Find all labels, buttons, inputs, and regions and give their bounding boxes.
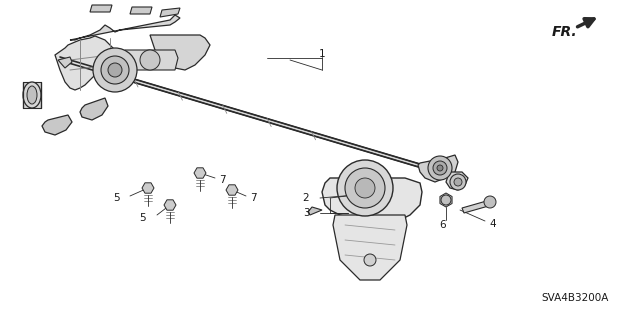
Polygon shape (150, 35, 210, 70)
Polygon shape (462, 200, 492, 213)
Circle shape (454, 178, 462, 186)
Text: FR.: FR. (552, 25, 578, 39)
Polygon shape (70, 15, 180, 40)
Circle shape (441, 195, 451, 205)
Circle shape (345, 168, 385, 208)
Text: 3: 3 (303, 208, 309, 218)
Polygon shape (122, 50, 178, 70)
Ellipse shape (27, 86, 37, 104)
Polygon shape (23, 82, 41, 108)
Circle shape (355, 178, 375, 198)
Polygon shape (55, 36, 115, 90)
Circle shape (93, 48, 137, 92)
Polygon shape (418, 155, 458, 182)
Text: 5: 5 (113, 193, 119, 203)
Circle shape (437, 165, 443, 171)
Polygon shape (60, 57, 432, 171)
Polygon shape (160, 8, 180, 17)
Polygon shape (130, 7, 152, 14)
Polygon shape (58, 57, 72, 68)
Circle shape (433, 161, 447, 175)
Circle shape (364, 254, 376, 266)
Text: SVA4B3200A: SVA4B3200A (541, 293, 609, 303)
Text: 1: 1 (319, 49, 325, 59)
Text: 5: 5 (140, 213, 147, 223)
Polygon shape (446, 172, 468, 190)
Polygon shape (322, 178, 422, 228)
Circle shape (337, 160, 393, 216)
Polygon shape (42, 115, 72, 135)
Circle shape (108, 63, 122, 77)
Polygon shape (308, 207, 322, 215)
Polygon shape (333, 215, 407, 280)
Text: 6: 6 (440, 220, 446, 230)
Text: 7: 7 (219, 175, 225, 185)
Text: 7: 7 (250, 193, 256, 203)
Polygon shape (90, 5, 112, 12)
Text: 4: 4 (490, 219, 496, 229)
Ellipse shape (23, 82, 41, 108)
Circle shape (101, 56, 129, 84)
Text: 2: 2 (303, 193, 309, 203)
Circle shape (484, 196, 496, 208)
Polygon shape (80, 98, 108, 120)
Circle shape (140, 50, 160, 70)
Circle shape (428, 156, 452, 180)
Circle shape (450, 174, 466, 190)
